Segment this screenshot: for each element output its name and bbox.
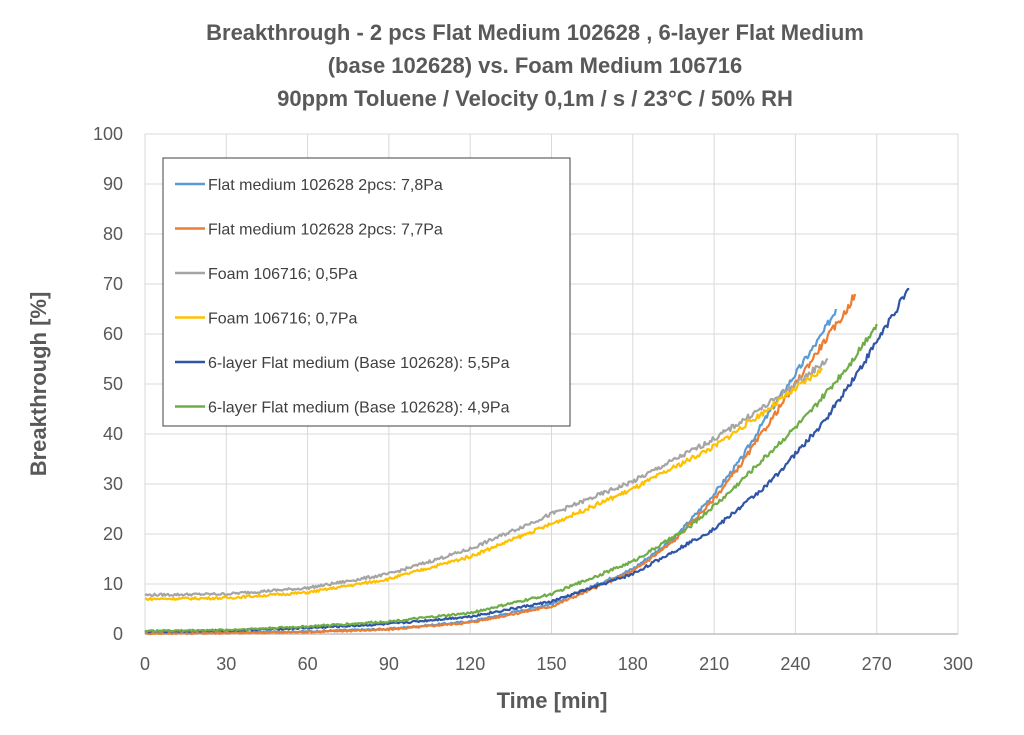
y-tick-label: 70	[103, 274, 123, 294]
legend-label-6: 6-layer Flat medium (Base 102628): 4,9Pa	[208, 400, 510, 417]
x-tick-label: 90	[379, 654, 399, 674]
series-line-6	[144, 323, 878, 633]
x-tick-label: 270	[862, 654, 892, 674]
y-axis-ticks: 0 10 20 30 40 50 60 70 80 90 100	[93, 124, 123, 644]
y-tick-label: 50	[103, 374, 123, 394]
x-tick-label: 150	[536, 654, 566, 674]
series-line-4	[144, 367, 823, 602]
legend-label-3: Foam 106716; 0,5Pa	[208, 266, 358, 283]
legend-label-5: 6-layer Flat medium (Base 102628): 5,5Pa	[208, 355, 510, 372]
chart-title-line-1: Breakthrough - 2 pcs Flat Medium 102628 …	[206, 20, 864, 45]
series-lines	[144, 287, 910, 636]
y-tick-label: 90	[103, 174, 123, 194]
legend-label-4: Foam 106716; 0,7Pa	[208, 311, 358, 328]
y-tick-label: 80	[103, 224, 123, 244]
x-tick-label: 30	[216, 654, 236, 674]
legend-label-2: Flat medium 102628 2pcs: 7,7Pa	[208, 222, 443, 239]
x-tick-label: 120	[455, 654, 485, 674]
x-axis-ticks: 0 30 60 90 120 150 180 210 240 270 300	[140, 654, 973, 674]
y-tick-label: 10	[103, 574, 123, 594]
x-tick-label: 180	[618, 654, 648, 674]
chart-title: Breakthrough - 2 pcs Flat Medium 102628 …	[206, 20, 864, 111]
x-axis-title: Time [min]	[497, 688, 608, 713]
chart-title-line-3: 90ppm Toluene / Velocity 0,1m / s / 23°C…	[277, 86, 793, 111]
y-tick-label: 40	[103, 424, 123, 444]
legend: Flat medium 102628 2pcs: 7,8Pa Flat mediu…	[162, 157, 571, 427]
y-tick-label: 30	[103, 474, 123, 494]
y-axis-title: Breakthrough [%]	[26, 292, 51, 477]
x-tick-label: 300	[943, 654, 973, 674]
legend-box	[162, 157, 571, 427]
y-tick-label: 100	[93, 124, 123, 144]
y-tick-label: 0	[113, 624, 123, 644]
legend-label-1: Flat medium 102628 2pcs: 7,8Pa	[208, 177, 443, 194]
x-tick-label: 0	[140, 654, 150, 674]
chart-title-line-2: (base 102628) vs. Foam Medium 106716	[328, 53, 743, 78]
x-tick-label: 210	[699, 654, 729, 674]
series-line-2	[144, 293, 857, 636]
y-tick-label: 20	[103, 524, 123, 544]
y-tick-label: 60	[103, 324, 123, 344]
series-line-3	[144, 357, 829, 598]
x-tick-label: 60	[298, 654, 318, 674]
x-tick-label: 240	[780, 654, 810, 674]
